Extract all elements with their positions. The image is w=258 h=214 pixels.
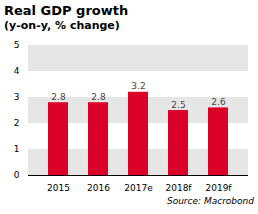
svg-text:2017e: 2017e: [124, 183, 153, 193]
svg-text:2018f: 2018f: [165, 183, 192, 193]
svg-text:2: 2: [14, 118, 20, 128]
svg-text:4: 4: [14, 66, 20, 76]
svg-text:1: 1: [14, 144, 20, 154]
svg-text:2.8: 2.8: [51, 92, 66, 102]
svg-text:2015: 2015: [47, 183, 70, 193]
svg-text:2.8: 2.8: [91, 92, 106, 102]
svg-text:2.5: 2.5: [171, 100, 185, 110]
svg-text:2019f: 2019f: [205, 183, 232, 193]
svg-text:3.2: 3.2: [131, 81, 145, 91]
html-text:Real GDP growth: Real GDP growth: [4, 3, 129, 18]
svg-text:3: 3: [14, 92, 20, 102]
svg-text:5: 5: [14, 40, 20, 50]
html-text:Source: Macrobond: Source: Macrobond: [166, 196, 254, 206]
svg-text:0: 0: [14, 170, 20, 180]
svg-text:2.6: 2.6: [211, 97, 226, 107]
svg-text:2016: 2016: [87, 183, 110, 193]
html-text:(y-on-y, % change): (y-on-y, % change): [4, 19, 120, 32]
